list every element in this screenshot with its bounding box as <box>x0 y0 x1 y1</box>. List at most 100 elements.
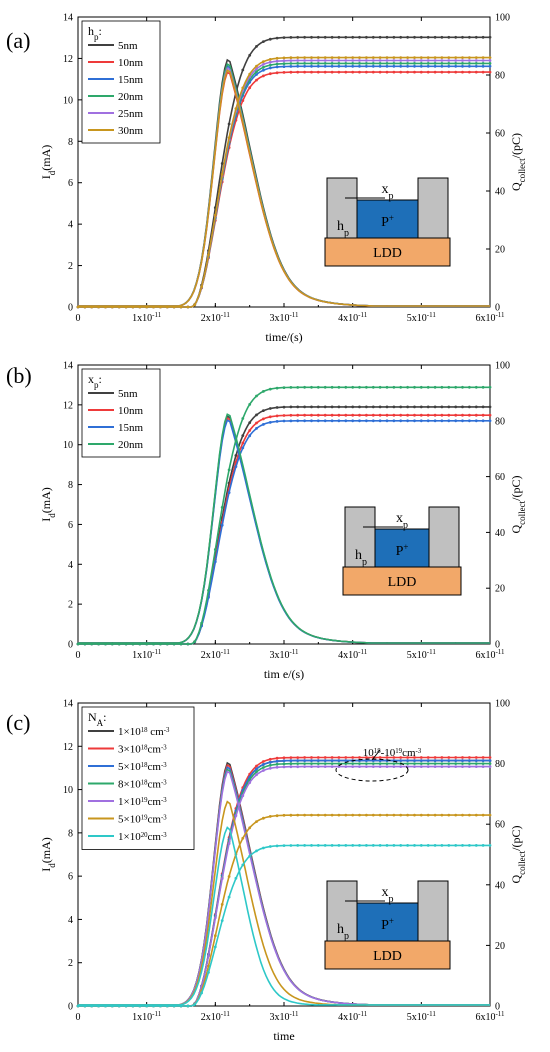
hp-label: hp <box>337 922 349 942</box>
series-marker <box>440 56 444 59</box>
series-marker <box>433 35 437 39</box>
series-marker <box>468 759 471 762</box>
series-marker <box>426 59 430 62</box>
series-marker <box>440 844 444 847</box>
series-marker <box>97 305 100 309</box>
series-marker <box>330 70 334 74</box>
series-marker <box>426 385 430 389</box>
series-marker <box>413 413 416 417</box>
series-marker <box>241 417 245 420</box>
y-axis-label: Id(mA) <box>39 145 57 180</box>
series-marker <box>330 64 334 68</box>
series-marker <box>213 213 217 217</box>
series-marker <box>303 413 306 417</box>
legend-entry-2: 10nm <box>118 405 144 417</box>
series-marker <box>337 405 341 409</box>
series-marker <box>344 59 348 62</box>
series-marker <box>296 35 300 39</box>
series-marker <box>296 762 300 765</box>
series-marker <box>392 56 396 59</box>
series-marker <box>385 813 389 817</box>
series-marker <box>433 70 437 74</box>
series-marker <box>351 62 355 65</box>
series-marker <box>440 759 444 762</box>
series-marker <box>275 414 279 418</box>
series-marker <box>268 845 272 848</box>
series-marker <box>481 64 485 68</box>
series-marker <box>303 844 306 847</box>
series-marker <box>468 413 471 417</box>
series-marker <box>289 813 293 817</box>
series-marker <box>358 413 361 417</box>
series-marker <box>289 759 293 763</box>
x-tick-label: 0 <box>76 313 81 324</box>
series-marker <box>474 385 478 389</box>
series-marker <box>454 35 458 39</box>
p-plus-label: P+ <box>381 213 394 230</box>
series-marker <box>488 765 492 768</box>
chart-panel-3: (c) 0 1x10-11 2x10-11 3x10-11 4x10-11 5x10-11 6… <box>6 699 527 1044</box>
series-marker <box>303 385 306 389</box>
series-marker <box>268 72 272 76</box>
series-marker <box>481 813 485 817</box>
legend-entry-4: 20nm <box>118 91 144 103</box>
series-marker <box>406 62 409 65</box>
series-marker <box>461 844 464 847</box>
series-marker <box>406 419 409 423</box>
series-marker <box>310 765 313 768</box>
series-marker <box>365 765 368 768</box>
series-marker <box>268 415 272 419</box>
y-right-tick-label: 40 <box>495 528 505 539</box>
series-marker <box>344 62 348 65</box>
series-marker <box>316 756 320 759</box>
series-marker <box>461 756 464 759</box>
chart-panel-2: (b) 0 1x10-11 2x10-11 3x10-11 4x10-11 5x10-11 6… <box>6 361 527 682</box>
series-marker <box>200 621 204 625</box>
series-marker <box>310 70 313 74</box>
y-tick-label: 2 <box>68 600 73 611</box>
series-marker <box>344 56 348 59</box>
series-marker <box>213 945 217 949</box>
series-marker <box>262 68 265 72</box>
series-marker <box>330 62 334 65</box>
series-marker <box>337 70 341 74</box>
series-marker <box>399 385 403 389</box>
series-marker <box>303 59 306 62</box>
series-marker <box>481 35 485 39</box>
series-marker <box>406 813 409 817</box>
series-marker <box>454 844 458 847</box>
series-marker <box>351 762 355 765</box>
series-marker <box>200 285 204 289</box>
series-marker <box>385 765 389 768</box>
series-marker <box>413 759 416 762</box>
series-marker <box>419 844 423 847</box>
series-marker <box>316 762 320 765</box>
series-marker <box>365 56 368 59</box>
series-marker <box>454 56 458 59</box>
series-marker <box>406 405 409 409</box>
series-marker <box>358 385 361 389</box>
x-tick-label: 4x10-11 <box>338 1010 368 1023</box>
series-marker <box>330 385 334 389</box>
series-marker <box>255 70 258 74</box>
series-marker <box>406 59 409 62</box>
series-marker <box>344 844 348 847</box>
series-marker <box>468 62 471 65</box>
annotation-label: 1018-1019cm-3 <box>363 747 422 759</box>
series-marker <box>392 413 396 417</box>
series-marker <box>413 762 416 765</box>
series-marker <box>461 405 464 409</box>
y-tick-label: 6 <box>68 178 73 189</box>
series-marker <box>365 59 368 62</box>
series-marker <box>474 813 478 817</box>
x-tick-label: 1x10-11 <box>132 1010 162 1023</box>
series-marker <box>358 419 361 423</box>
series-marker <box>371 64 375 68</box>
series-marker <box>454 59 458 62</box>
series-marker <box>488 756 492 759</box>
series-marker <box>323 56 327 59</box>
series-marker <box>323 62 327 65</box>
x-tick-label: 2x10-11 <box>201 311 231 324</box>
y-right-axis-label: Qcollect/(pC) <box>509 475 527 533</box>
series-marker <box>454 413 458 417</box>
